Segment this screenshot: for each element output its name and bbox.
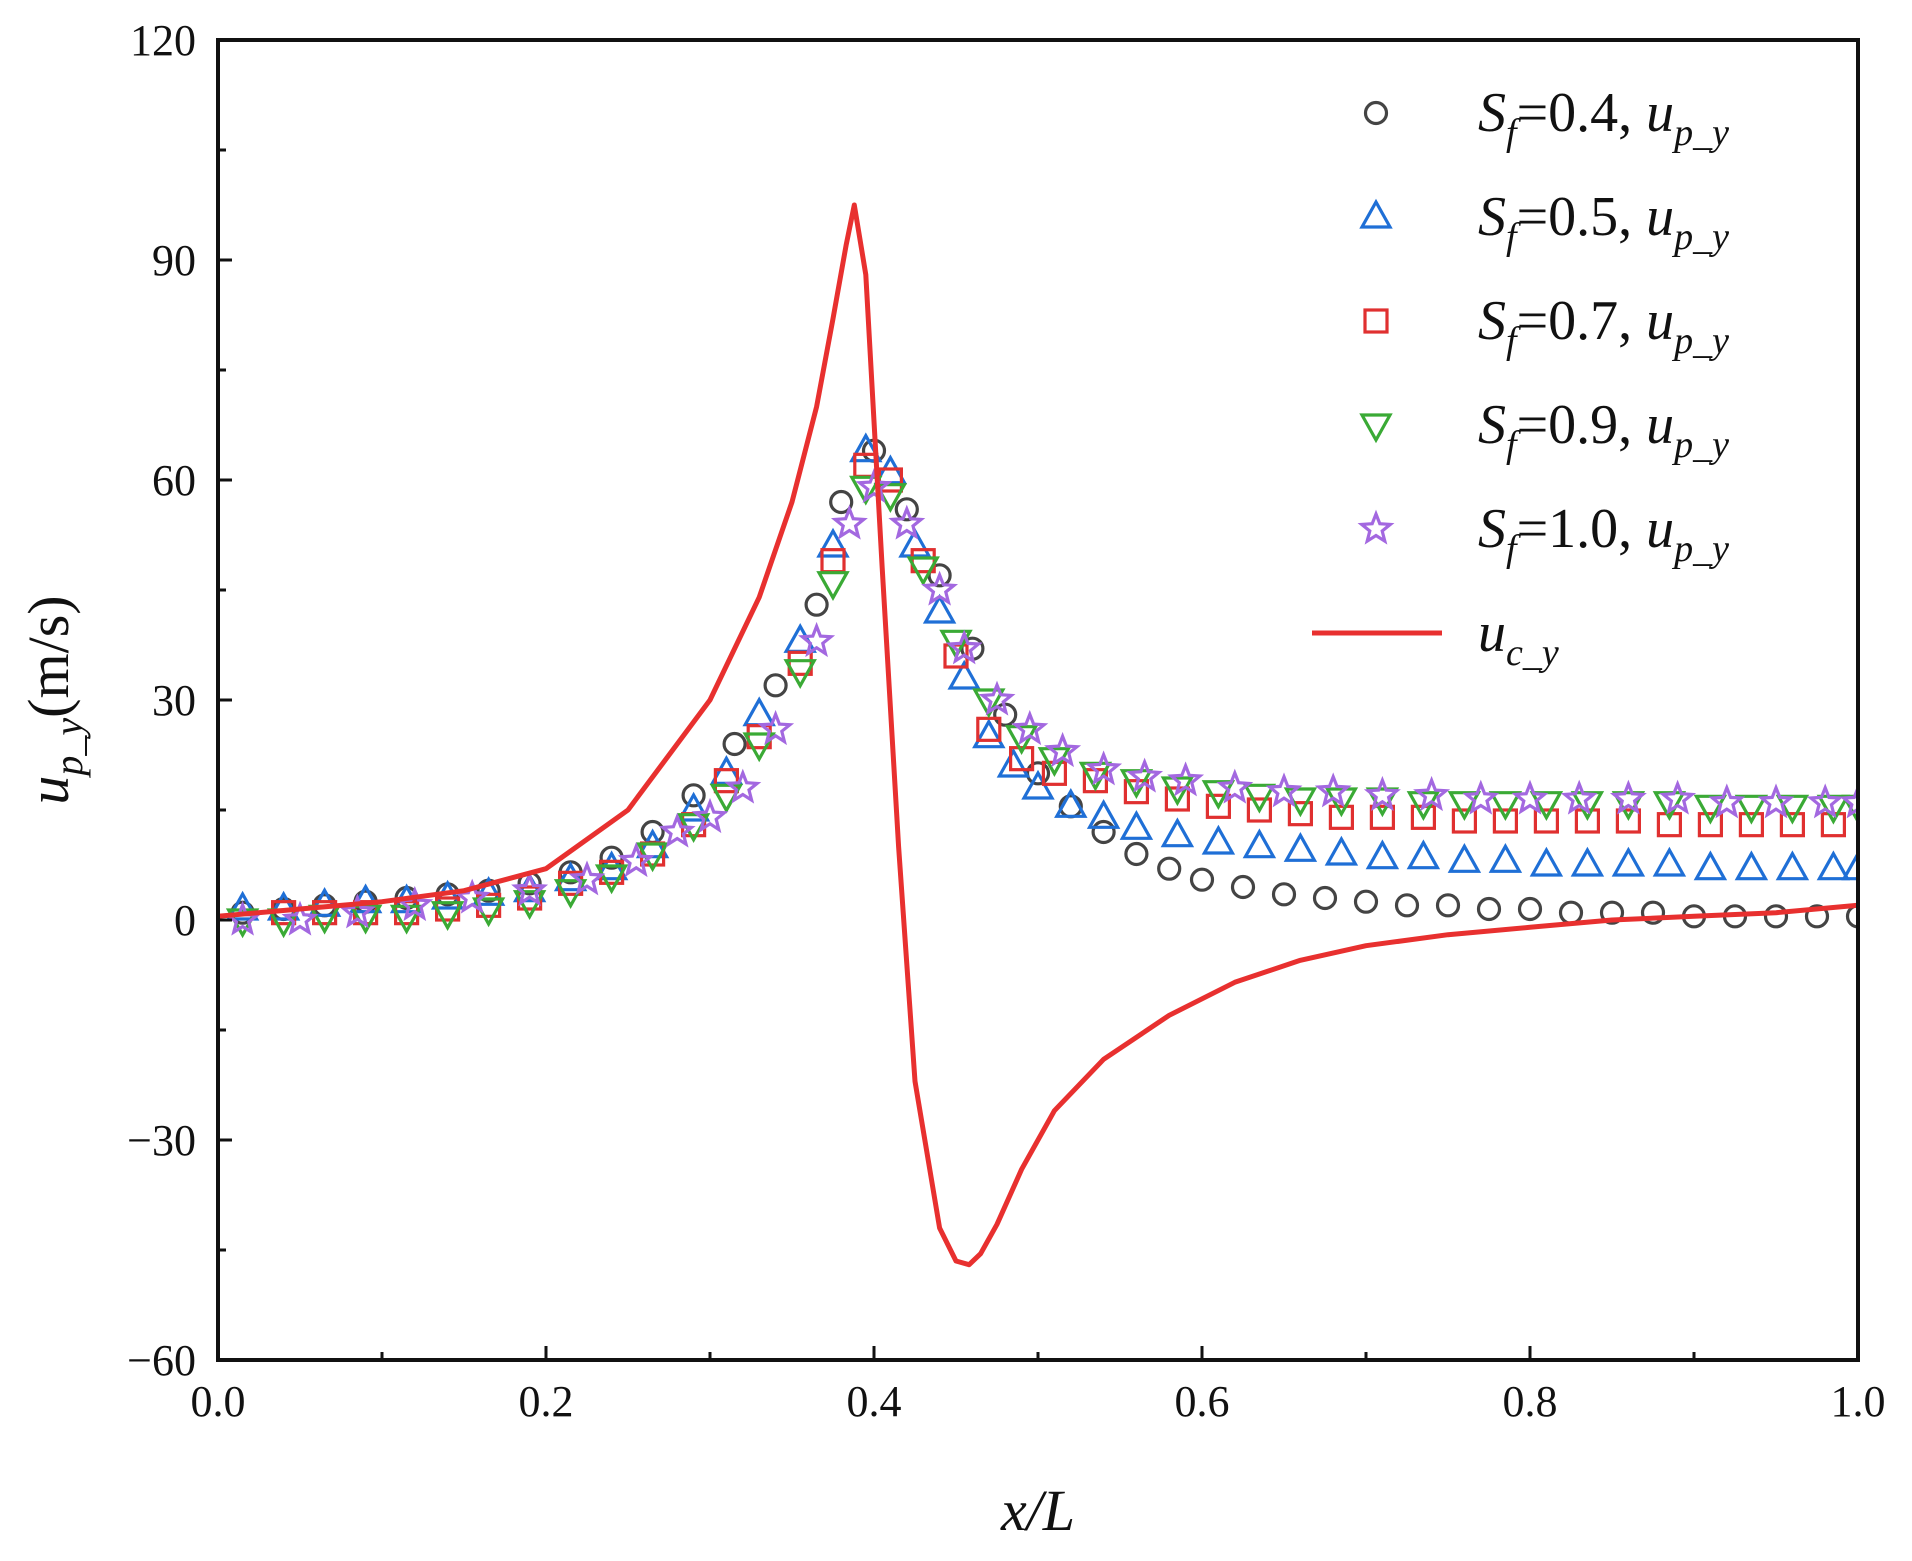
y-tick-label: 0: [174, 896, 196, 945]
x-tick-label: 0.8: [1503, 1377, 1558, 1426]
x-tick-label: 1.0: [1831, 1377, 1886, 1426]
x-axis-label: x/L: [1000, 1478, 1075, 1543]
x-tick-label: 0.2: [519, 1377, 574, 1426]
y-tick-label: 120: [130, 16, 196, 65]
y-tick-label: −30: [127, 1116, 196, 1165]
y-tick-label: 60: [152, 456, 196, 505]
x-tick-label: 0.0: [191, 1377, 246, 1426]
y-tick-label: −60: [127, 1336, 196, 1385]
y-tick-label: 90: [152, 236, 196, 285]
x-tick-label: 0.4: [847, 1377, 902, 1426]
x-tick-label: 0.6: [1175, 1377, 1230, 1426]
y-tick-label: 30: [152, 676, 196, 725]
chart: 0.0 0.2 0.4 0.6 0.8 1.0−60−300306090120 Sf=0.…: [0, 0, 1912, 1561]
